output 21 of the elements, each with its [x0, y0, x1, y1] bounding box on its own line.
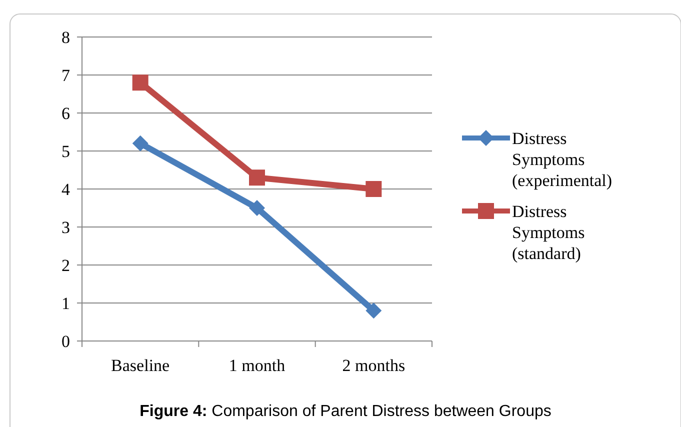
x-tick-label: Baseline: [111, 356, 170, 375]
point: [249, 170, 265, 186]
y-tick-label: 5: [62, 142, 70, 161]
y-tick-label: 7: [62, 66, 70, 85]
y-tick-label: 4: [62, 180, 70, 199]
x-tick-label: 1 month: [228, 356, 286, 375]
point: [366, 302, 382, 319]
y-tick-label: 3: [62, 218, 70, 237]
y-tick-label: 8: [62, 28, 70, 47]
point: [366, 181, 382, 197]
x-tick-label: 2 months: [342, 356, 406, 375]
y-tick-label: 0: [62, 332, 70, 351]
point: [132, 74, 148, 91]
legend-label: Distress Symptoms (experimental): [512, 129, 612, 190]
text: Figure 4: Comparison of Parent Distress between Groups: [140, 403, 552, 420]
point: [249, 200, 265, 216]
point: [132, 135, 148, 152]
y-tick-label: 6: [62, 104, 70, 123]
y-tick-label: 2: [62, 256, 70, 275]
y-tick-label: 1: [62, 294, 70, 313]
legend-label: Distress Symptoms (standard): [512, 202, 585, 263]
